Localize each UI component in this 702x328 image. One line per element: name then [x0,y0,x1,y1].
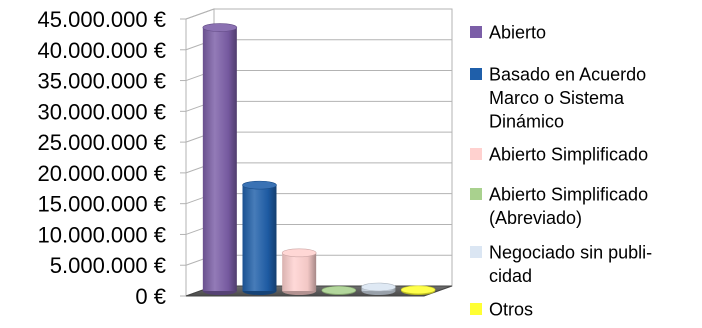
bar [242,180,277,295]
bar-top [321,285,357,295]
legend-label: Dinámico [489,112,564,132]
legend-label: Basado en Acuerdo [489,65,646,85]
y-tick-label: 30.000.000 € [38,99,166,124]
legend-item: Basado en Acuerdo Marco o Sistema Dinámico [470,65,646,132]
legend-label: Abierto Simplificado [489,185,648,205]
bar-top [202,23,238,32]
bar-top [400,285,436,295]
bar-body [282,252,317,291]
y-tick-label: 10.000.000 € [38,222,166,247]
y-tick-label: 20.000.000 € [38,161,166,186]
legend-swatch [470,148,482,160]
y-tick-label: 25.000.000 € [38,130,166,155]
legend-swatch [470,68,482,80]
bar [400,285,436,295]
bar [281,248,317,295]
legend-label: Marco o Sistema [489,88,625,108]
legend-label: Otros [489,300,533,320]
legend-swatch [470,246,482,258]
legend-item: Abierto Simplificado [470,145,648,165]
bar [202,23,238,295]
y-tick-label: 35.000.000 € [38,69,166,94]
legend-label: cidad [489,266,532,286]
bar-top [281,248,317,258]
bar [321,285,357,295]
y-tick-label: 40.000.000 € [38,38,166,63]
legend-item: Otros [470,300,533,320]
y-tick-label: 5.000.000 € [50,253,166,278]
legend-swatch [470,303,482,315]
legend-item: Negociado sin publi-cidad [470,243,652,286]
legend-item: Abierto [470,23,546,43]
legend-label: Abierto [489,23,546,43]
legend-swatch [470,26,482,38]
bar-top [242,180,277,190]
legend-label: Abierto Simplificado [489,145,648,165]
y-tick-label: 15.000.000 € [38,192,166,217]
legend-label: Negociado sin publi- [489,243,652,263]
gridline-side [185,8,215,20]
legend-item: Abierto Simplificado (Abreviado) [470,185,648,228]
legend-swatch [470,188,482,200]
legend-label: (Abreviado) [489,208,582,228]
bar-top [361,282,396,292]
y-tick-label: 45.000.000 € [38,7,166,32]
y-tick-label: 0 € [135,284,166,309]
bar-body [202,27,237,291]
bar-body [242,185,277,291]
bar [361,282,396,295]
